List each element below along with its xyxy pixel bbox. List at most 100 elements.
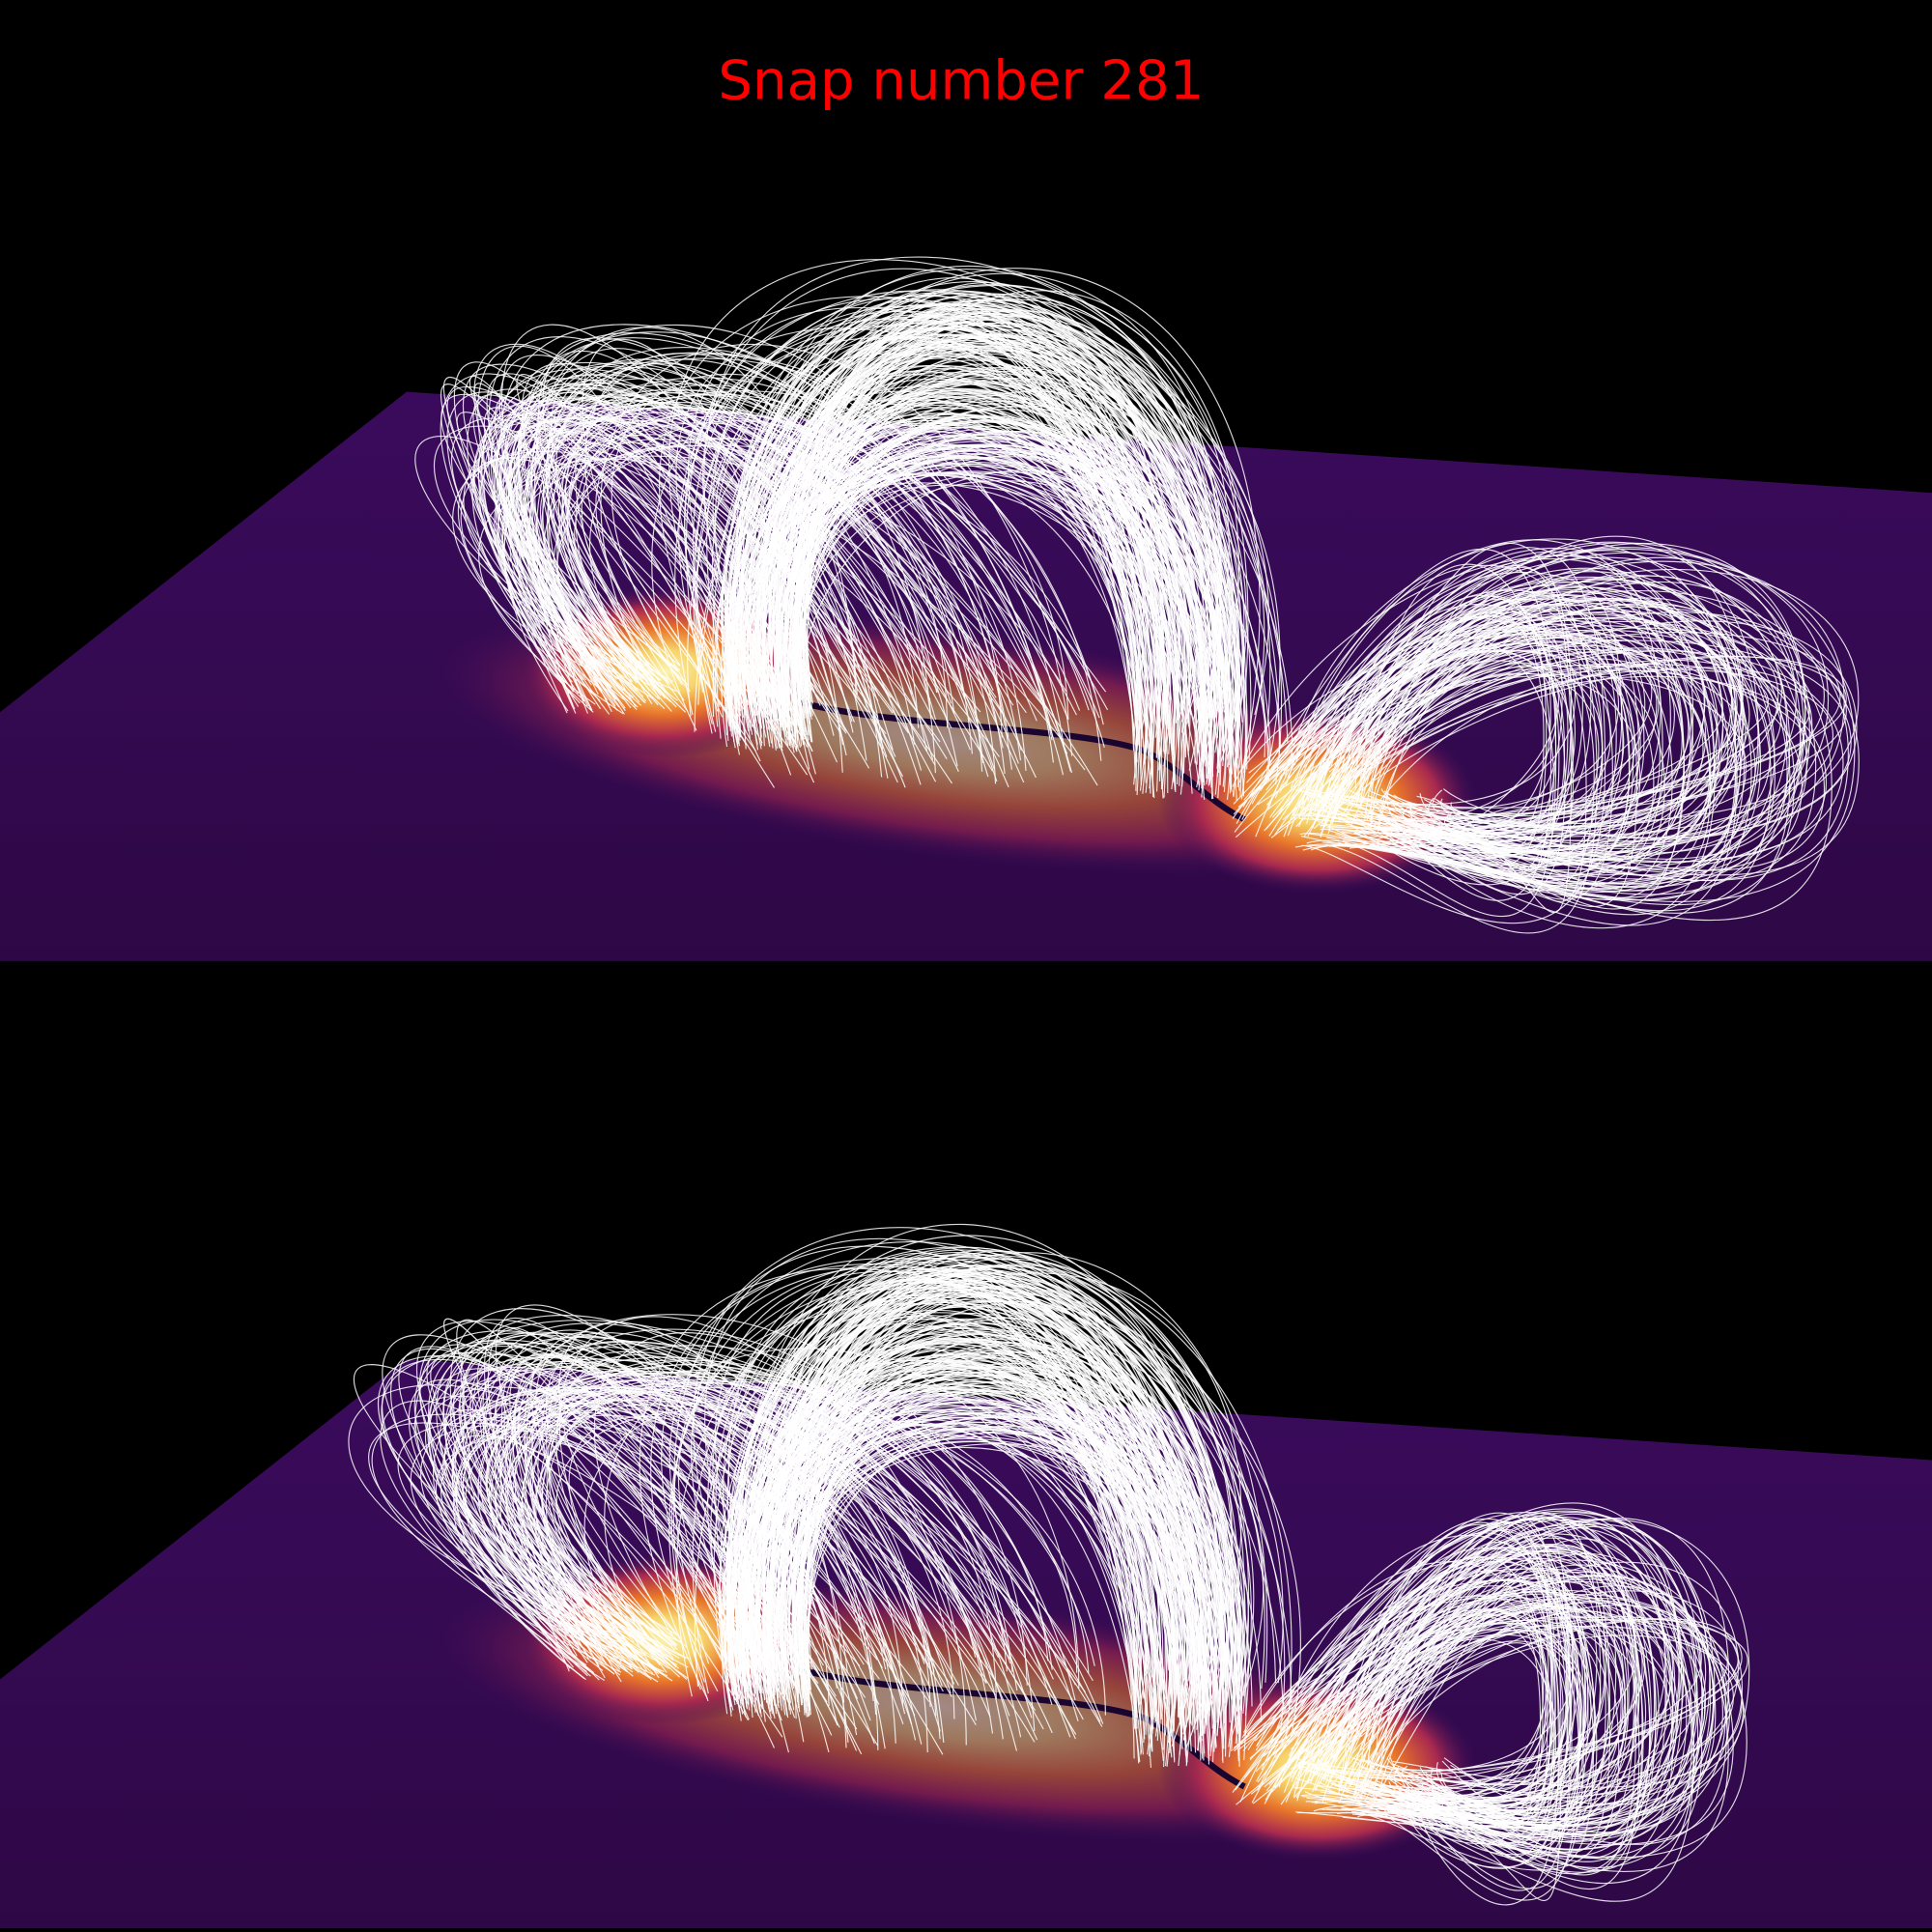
field-line <box>441 1435 776 1748</box>
top-panel <box>0 256 1932 961</box>
field-line <box>512 1387 887 1670</box>
field-line <box>380 1400 750 1721</box>
field-line <box>757 299 1228 738</box>
field-line <box>500 399 869 698</box>
field-line <box>719 1293 1252 1701</box>
field-line <box>1269 1534 1568 1818</box>
field-line <box>398 1346 754 1672</box>
field-line <box>496 400 958 767</box>
field-line <box>687 314 1222 720</box>
field-line <box>1363 1543 1585 1868</box>
field-line <box>442 1343 845 1703</box>
field-line <box>504 383 914 709</box>
field-line <box>1349 542 1573 849</box>
field-line <box>1288 1608 1555 1858</box>
field-line <box>778 443 1182 741</box>
field-line <box>795 1392 1196 1686</box>
field-line <box>468 1341 1076 1686</box>
field-line <box>712 305 1239 787</box>
field-line <box>1256 615 1587 902</box>
field-line <box>1321 1519 1617 1825</box>
field-line <box>1254 541 1759 888</box>
field-line <box>382 1334 802 1695</box>
field-line <box>604 1348 1080 1689</box>
field-line <box>1343 1608 1581 1828</box>
field-line <box>516 324 1054 738</box>
field-line <box>535 374 994 772</box>
field-line <box>1282 639 1692 821</box>
field-line <box>1233 565 1573 913</box>
field-line <box>742 1395 1182 1737</box>
field-line <box>776 318 1205 749</box>
field-line <box>1277 656 1847 831</box>
field-line <box>1344 664 1769 838</box>
field-line <box>503 1346 777 1671</box>
field-line <box>1286 1585 1595 1867</box>
field-line <box>738 1223 1223 1685</box>
field-line <box>694 1247 1229 1696</box>
field-line <box>439 1408 750 1720</box>
field-line <box>684 290 1280 756</box>
field-line <box>1306 611 1604 871</box>
field-line <box>443 1332 931 1708</box>
field-line <box>697 268 1261 783</box>
field-line <box>1307 550 1737 916</box>
field-line <box>1340 1521 1552 1822</box>
field-line <box>1300 611 1779 835</box>
field-line <box>762 343 1238 771</box>
field-line <box>535 1332 1044 1730</box>
field-line <box>1244 1593 1646 1811</box>
field-line <box>541 1359 1012 1662</box>
bottom-panel <box>0 1223 1932 1928</box>
field-line <box>744 1301 1208 1751</box>
field-line <box>704 1237 1284 1706</box>
field-line <box>524 1331 781 1679</box>
field-line <box>600 343 1073 756</box>
field-line <box>452 450 846 731</box>
field-line <box>1233 1579 1576 1818</box>
field-line <box>1240 1622 1602 1786</box>
field-line <box>738 265 1218 727</box>
field-line <box>521 1359 945 1743</box>
field-line <box>1327 641 1676 820</box>
field-line <box>1298 557 1738 926</box>
field-line <box>414 436 809 776</box>
field-line <box>762 296 1217 788</box>
field-line <box>726 1278 1212 1711</box>
field-line <box>1295 658 1711 871</box>
field-line <box>762 1258 1234 1701</box>
field-line <box>429 1320 1079 1721</box>
field-line <box>1265 626 1620 810</box>
field-line <box>498 1358 754 1681</box>
field-line <box>523 337 1068 754</box>
field-line <box>684 337 1248 770</box>
field-line <box>531 362 857 698</box>
field-line <box>1378 647 1782 829</box>
field-line <box>726 1294 1158 1732</box>
field-line <box>449 1308 916 1717</box>
field-line <box>1266 1523 1698 1831</box>
field-line <box>734 424 1151 720</box>
field-line <box>418 1319 871 1721</box>
field-line <box>725 398 1175 732</box>
field-line <box>446 391 809 748</box>
field-line <box>486 373 842 734</box>
field-line <box>1342 623 1646 842</box>
field-line <box>564 404 867 761</box>
field-line <box>502 396 1019 764</box>
field-line <box>526 1368 1104 1724</box>
field-line <box>443 1413 798 1690</box>
field-line <box>542 337 997 698</box>
field-line <box>516 374 774 697</box>
field-line <box>1330 1618 1740 1792</box>
field-line <box>783 1390 1161 1711</box>
field-line <box>513 419 894 714</box>
field-line <box>1306 629 1807 869</box>
field-line <box>1332 660 1560 849</box>
field-line <box>1346 668 1834 824</box>
field-line <box>712 284 1239 727</box>
field-line <box>1318 608 1715 876</box>
field-line <box>1252 1618 1743 1804</box>
field-line <box>485 1376 1095 1666</box>
field-line <box>1271 599 1817 881</box>
